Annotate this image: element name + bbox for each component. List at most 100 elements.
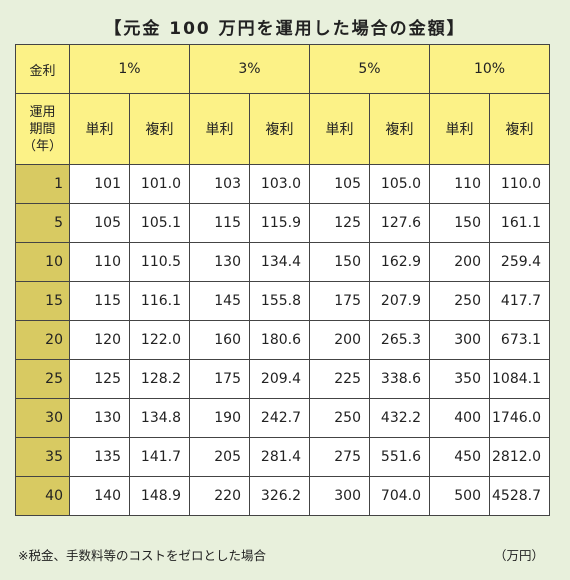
compound-header: 複利	[249, 93, 310, 165]
simple-value-cell: 220	[189, 476, 250, 516]
year-cell: 15	[15, 281, 70, 321]
simple-value-cell: 120	[69, 320, 130, 360]
simple-value-cell: 350	[429, 359, 490, 399]
year-cell: 25	[15, 359, 70, 399]
compound-header: 複利	[129, 93, 190, 165]
kind-header-row: 運用 期間 （年） 単利 複利 単利 複利 単利 複利 単利 複利	[15, 93, 550, 165]
simple-value-cell: 110	[429, 164, 490, 204]
compound-value-cell: 1746.0	[489, 398, 550, 438]
compound-value-cell: 281.4	[249, 437, 310, 477]
compound-value-cell: 116.1	[129, 281, 190, 321]
compound-value-cell: 128.2	[129, 359, 190, 399]
compound-value-cell: 180.6	[249, 320, 310, 360]
simple-value-cell: 300	[309, 476, 370, 516]
simple-value-cell: 225	[309, 359, 370, 399]
simple-value-cell: 140	[69, 476, 130, 516]
interest-table: 金利 1% 3% 5% 10% 運用 期間 （年） 単利 複利 単利 複利 単利…	[15, 44, 550, 516]
period-label-line-2: 期間	[29, 121, 56, 137]
year-cell: 5	[15, 203, 70, 243]
simple-value-cell: 500	[429, 476, 490, 516]
simple-value-cell: 175	[189, 359, 250, 399]
page-title: 【元金 100 万円を運用した場合の金額】	[104, 19, 466, 39]
period-header-label: 運用 期間 （年）	[15, 93, 70, 165]
table-row: 15 115 116.1 145 155.8 175 207.9 250 417.7	[15, 281, 550, 321]
table-row: 40 140 148.9 220 326.2 300 704.0 500 4528.7	[15, 476, 550, 516]
rate-1: 1%	[69, 44, 190, 94]
compound-value-cell: 551.6	[369, 437, 430, 477]
simple-value-cell: 105	[309, 164, 370, 204]
compound-value-cell: 110.0	[489, 164, 550, 204]
simple-value-cell: 450	[429, 437, 490, 477]
compound-value-cell: 105.0	[369, 164, 430, 204]
compound-value-cell: 155.8	[249, 281, 310, 321]
period-label-line-1: 運用	[29, 104, 56, 120]
compound-value-cell: 4528.7	[489, 476, 550, 516]
simple-value-cell: 105	[69, 203, 130, 243]
compound-value-cell: 259.4	[489, 242, 550, 282]
year-cell: 20	[15, 320, 70, 360]
simple-value-cell: 250	[429, 281, 490, 321]
table-row: 30 130 134.8 190 242.7 250 432.2 400 1746.0	[15, 398, 550, 438]
simple-header: 単利	[429, 93, 490, 165]
compound-value-cell: 115.9	[249, 203, 310, 243]
simple-value-cell: 150	[309, 242, 370, 282]
compound-value-cell: 326.2	[249, 476, 310, 516]
rate-header-row: 金利 1% 3% 5% 10%	[15, 44, 550, 94]
simple-value-cell: 300	[429, 320, 490, 360]
table-row: 25 125 128.2 175 209.4 225 338.6 350 1084.1	[15, 359, 550, 399]
compound-value-cell: 122.0	[129, 320, 190, 360]
simple-header: 単利	[69, 93, 130, 165]
simple-value-cell: 101	[69, 164, 130, 204]
compound-value-cell: 2812.0	[489, 437, 550, 477]
compound-value-cell: 265.3	[369, 320, 430, 360]
rate-3: 3%	[189, 44, 310, 94]
simple-value-cell: 150	[429, 203, 490, 243]
compound-value-cell: 110.5	[129, 242, 190, 282]
compound-value-cell: 103.0	[249, 164, 310, 204]
compound-value-cell: 207.9	[369, 281, 430, 321]
compound-value-cell: 134.4	[249, 242, 310, 282]
footnote: ※税金、手数料等のコストをゼロとした場合	[18, 548, 266, 563]
simple-header: 単利	[189, 93, 250, 165]
table-row: 10 110 110.5 130 134.4 150 162.9 200 259.4	[15, 242, 550, 282]
simple-value-cell: 400	[429, 398, 490, 438]
rate-5: 5%	[309, 44, 430, 94]
simple-value-cell: 275	[309, 437, 370, 477]
simple-value-cell: 135	[69, 437, 130, 477]
rate-10: 10%	[429, 44, 550, 94]
compound-value-cell: 127.6	[369, 203, 430, 243]
simple-value-cell: 130	[189, 242, 250, 282]
table-row: 35 135 141.7 205 281.4 275 551.6 450 2812.0	[15, 437, 550, 477]
simple-value-cell: 103	[189, 164, 250, 204]
compound-value-cell: 148.9	[129, 476, 190, 516]
period-label-line-3: （年）	[22, 138, 62, 154]
simple-value-cell: 205	[189, 437, 250, 477]
table-body: 1 101 101.0 103 103.0 105 105.0 110 110.0 5 105 105…	[15, 164, 550, 516]
simple-value-cell: 110	[69, 242, 130, 282]
compound-value-cell: 162.9	[369, 242, 430, 282]
table-row: 5 105 105.1 115 115.9 125 127.6 150 161.1	[15, 203, 550, 243]
compound-value-cell: 242.7	[249, 398, 310, 438]
compound-value-cell: 338.6	[369, 359, 430, 399]
simple-value-cell: 115	[69, 281, 130, 321]
simple-value-cell: 190	[189, 398, 250, 438]
table-row: 1 101 101.0 103 103.0 105 105.0 110 110.0	[15, 164, 550, 204]
simple-value-cell: 160	[189, 320, 250, 360]
table-row: 20 120 122.0 160 180.6 200 265.3 300 673.1	[15, 320, 550, 360]
compound-value-cell: 673.1	[489, 320, 550, 360]
compound-value-cell: 704.0	[369, 476, 430, 516]
simple-value-cell: 200	[429, 242, 490, 282]
simple-value-cell: 115	[189, 203, 250, 243]
compound-value-cell: 209.4	[249, 359, 310, 399]
year-cell: 10	[15, 242, 70, 282]
simple-value-cell: 125	[309, 203, 370, 243]
simple-value-cell: 130	[69, 398, 130, 438]
compound-value-cell: 1084.1	[489, 359, 550, 399]
compound-value-cell: 105.1	[129, 203, 190, 243]
simple-value-cell: 125	[69, 359, 130, 399]
compound-value-cell: 134.8	[129, 398, 190, 438]
simple-value-cell: 175	[309, 281, 370, 321]
simple-value-cell: 200	[309, 320, 370, 360]
simple-value-cell: 250	[309, 398, 370, 438]
compound-value-cell: 417.7	[489, 281, 550, 321]
